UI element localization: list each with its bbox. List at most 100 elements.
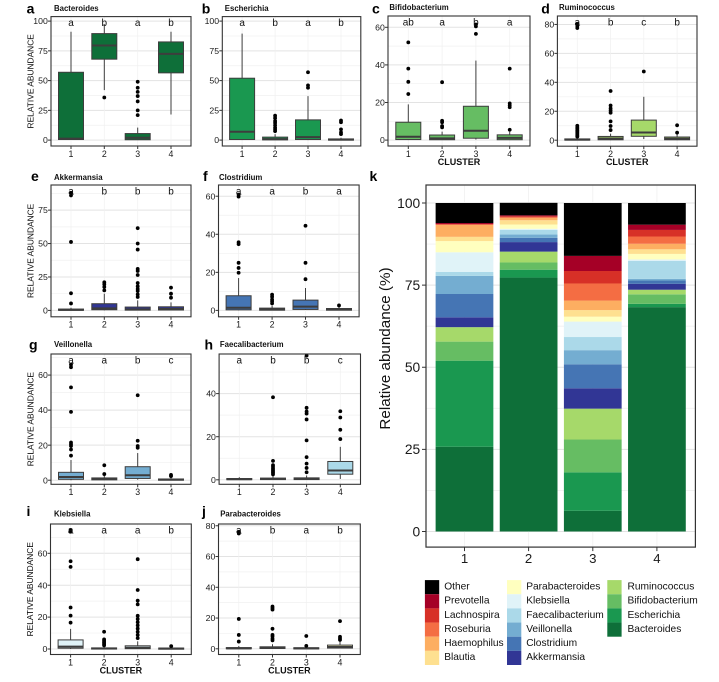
svg-text:Bifidobacterium: Bifidobacterium xyxy=(628,596,698,607)
svg-text:b: b xyxy=(135,186,141,197)
svg-text:c: c xyxy=(169,355,174,366)
svg-text:20: 20 xyxy=(206,432,216,442)
svg-text:c: c xyxy=(641,17,646,28)
svg-text:Akkermansia: Akkermansia xyxy=(526,652,585,663)
svg-text:a: a xyxy=(236,186,242,197)
svg-text:Relative abundance (%): Relative abundance (%) xyxy=(377,267,394,429)
svg-text:b: b xyxy=(303,186,309,197)
svg-text:1: 1 xyxy=(69,487,74,497)
svg-text:40: 40 xyxy=(206,582,216,592)
svg-text:a: a xyxy=(135,18,141,29)
svg-text:2: 2 xyxy=(525,551,532,566)
svg-text:3: 3 xyxy=(304,657,309,667)
svg-text:2: 2 xyxy=(102,657,107,667)
svg-text:k: k xyxy=(370,168,378,184)
svg-text:b: b xyxy=(473,17,479,28)
svg-text:a: a xyxy=(101,525,107,536)
svg-text:a: a xyxy=(68,525,74,536)
svg-text:4: 4 xyxy=(653,551,660,566)
svg-text:b: b xyxy=(608,17,614,28)
svg-text:d: d xyxy=(541,0,550,16)
svg-text:20: 20 xyxy=(206,267,216,277)
svg-text:a: a xyxy=(237,355,243,366)
svg-text:75: 75 xyxy=(38,46,48,56)
svg-text:RELATIVE ABUNDANCE: RELATIVE ABUNDANCE xyxy=(26,203,36,298)
svg-text:50: 50 xyxy=(405,360,421,375)
svg-text:40: 40 xyxy=(206,389,216,399)
svg-text:1: 1 xyxy=(236,320,241,330)
svg-text:1: 1 xyxy=(69,149,74,159)
svg-text:Parabacteroides: Parabacteroides xyxy=(220,510,281,519)
svg-text:Roseburia: Roseburia xyxy=(444,624,491,635)
svg-text:25: 25 xyxy=(209,105,219,115)
svg-text:Klebsiella: Klebsiella xyxy=(526,596,570,607)
svg-text:0: 0 xyxy=(42,644,47,654)
svg-text:20: 20 xyxy=(545,106,555,116)
svg-text:0: 0 xyxy=(43,135,48,145)
svg-text:3: 3 xyxy=(641,149,646,159)
svg-text:a: a xyxy=(507,17,513,28)
svg-text:3: 3 xyxy=(135,657,140,667)
svg-text:a: a xyxy=(439,17,445,28)
svg-text:b: b xyxy=(272,18,278,29)
svg-text:20: 20 xyxy=(38,612,48,622)
svg-text:2: 2 xyxy=(102,149,107,159)
svg-text:25: 25 xyxy=(38,105,48,115)
svg-text:2: 2 xyxy=(273,149,278,159)
svg-text:75: 75 xyxy=(405,278,421,293)
svg-text:RELATIVE ABUNDANCE: RELATIVE ABUNDANCE xyxy=(26,34,36,129)
svg-text:a: a xyxy=(269,186,275,197)
svg-text:75: 75 xyxy=(209,46,219,56)
svg-text:b: b xyxy=(202,1,211,17)
svg-text:b: b xyxy=(304,355,310,366)
svg-text:40: 40 xyxy=(38,580,48,590)
svg-text:Ruminococcus: Ruminococcus xyxy=(559,3,616,12)
svg-text:Ruminococcus: Ruminococcus xyxy=(628,582,695,593)
svg-text:2: 2 xyxy=(440,149,445,159)
svg-text:1: 1 xyxy=(237,487,242,497)
svg-text:ab: ab xyxy=(403,17,415,28)
svg-text:b: b xyxy=(674,17,680,28)
svg-text:b: b xyxy=(168,18,174,29)
svg-text:4: 4 xyxy=(675,149,680,159)
svg-text:0: 0 xyxy=(214,135,219,145)
svg-text:Klebsiella: Klebsiella xyxy=(54,510,91,519)
svg-text:4: 4 xyxy=(339,149,344,159)
svg-text:Bacteroides: Bacteroides xyxy=(628,624,682,635)
svg-text:1: 1 xyxy=(236,657,241,667)
svg-text:Akkermansia: Akkermansia xyxy=(54,173,103,182)
svg-text:4: 4 xyxy=(338,487,343,497)
svg-text:b: b xyxy=(168,525,174,536)
svg-text:2: 2 xyxy=(270,657,275,667)
svg-text:4: 4 xyxy=(337,320,342,330)
svg-text:RELATIVE ABUNDANCE: RELATIVE ABUNDANCE xyxy=(26,372,36,467)
svg-text:3: 3 xyxy=(135,487,140,497)
svg-text:j: j xyxy=(201,503,206,519)
svg-text:40: 40 xyxy=(206,229,216,239)
svg-text:b: b xyxy=(270,525,276,536)
svg-text:40: 40 xyxy=(38,405,48,415)
svg-text:2: 2 xyxy=(102,487,107,497)
svg-text:1: 1 xyxy=(68,657,73,667)
svg-text:50: 50 xyxy=(38,76,48,86)
svg-text:b: b xyxy=(168,186,174,197)
svg-text:0: 0 xyxy=(43,306,48,316)
svg-text:a: a xyxy=(68,18,74,29)
svg-text:40: 40 xyxy=(545,77,555,87)
svg-text:60: 60 xyxy=(38,548,48,558)
svg-text:Veillonella: Veillonella xyxy=(54,340,93,349)
svg-text:0: 0 xyxy=(413,524,421,539)
svg-text:2: 2 xyxy=(270,320,275,330)
svg-text:b: b xyxy=(102,186,108,197)
svg-text:4: 4 xyxy=(169,487,174,497)
svg-text:CLUSTER: CLUSTER xyxy=(606,157,649,167)
svg-text:Bacteroides: Bacteroides xyxy=(54,4,99,13)
svg-text:Faecalibacterium: Faecalibacterium xyxy=(526,610,604,621)
svg-text:20: 20 xyxy=(38,440,48,450)
svg-text:3: 3 xyxy=(135,149,140,159)
svg-text:20: 20 xyxy=(206,613,216,623)
svg-text:a: a xyxy=(102,355,108,366)
svg-text:80: 80 xyxy=(206,521,216,531)
svg-text:50: 50 xyxy=(209,76,219,86)
svg-text:2: 2 xyxy=(102,320,107,330)
